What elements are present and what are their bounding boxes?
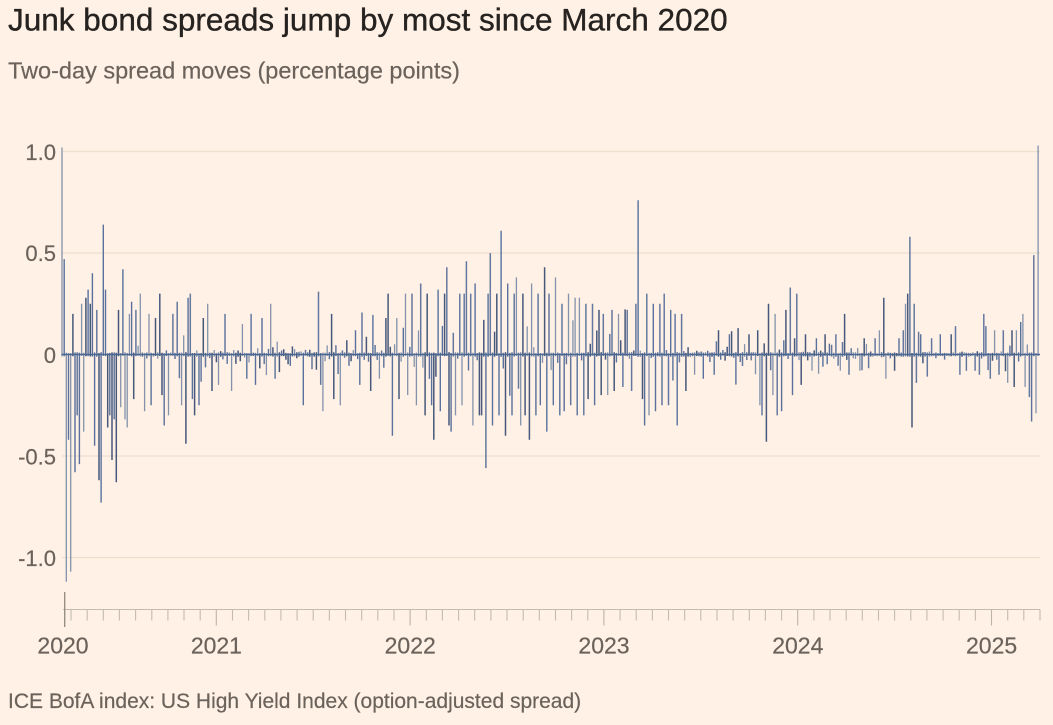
svg-text:2025: 2025	[966, 633, 1017, 659]
svg-text:2023: 2023	[578, 633, 629, 659]
svg-text:-0.5: -0.5	[18, 445, 56, 470]
svg-text:2024: 2024	[772, 633, 823, 659]
svg-text:1.0: 1.0	[25, 140, 56, 165]
svg-text:Junk bond spreads jump by most: Junk bond spreads jump by most since Mar…	[8, 2, 728, 38]
svg-text:ICE BofA index: US High Yield: ICE BofA index: US High Yield Index (opt…	[8, 690, 581, 713]
svg-text:0: 0	[44, 343, 56, 368]
svg-text:2020: 2020	[37, 633, 88, 659]
svg-text:Two-day spread moves (percenta: Two-day spread moves (percentage points)	[8, 58, 460, 84]
svg-text:0.5: 0.5	[25, 241, 56, 266]
svg-text:2021: 2021	[191, 633, 242, 659]
svg-text:-1.0: -1.0	[18, 546, 56, 571]
svg-text:2022: 2022	[385, 633, 436, 659]
